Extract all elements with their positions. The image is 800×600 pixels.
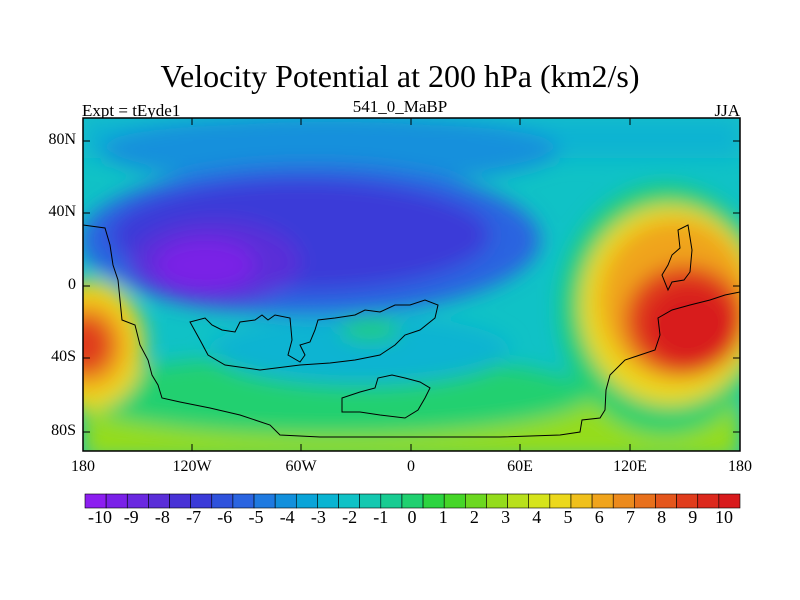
small-green-patch [340, 320, 400, 340]
colorbar-swatch [718, 493, 741, 509]
colorbar-swatch [486, 493, 508, 509]
colorbar-swatch [591, 493, 614, 509]
colorbar-label: 4 [532, 507, 542, 527]
colorbar-swatch [232, 493, 255, 509]
lon-label-180-west: 180 [71, 458, 95, 475]
southern-landmass-coast [341, 374, 431, 419]
colorbar-swatch [169, 493, 191, 509]
colorbar-swatch [549, 493, 572, 509]
colorbar-label: -3 [310, 507, 326, 527]
central-landmass-coast [189, 299, 439, 371]
colorbar-label: -8 [154, 507, 170, 527]
colorbar-swatch [211, 493, 234, 509]
colorbar-label: 2 [469, 507, 479, 527]
colorbar-label: 10 [715, 507, 733, 527]
lon-label-120e: 120E [613, 458, 647, 475]
experiment-label: Expt = tEyde1 [82, 101, 181, 120]
colorbar-swatch [465, 493, 487, 509]
colorbar-swatch [401, 493, 424, 509]
eastern-island-coast [661, 224, 693, 292]
lon-label-60e: 60E [507, 458, 533, 475]
colorbar-label: -6 [217, 507, 233, 527]
colorbar-label: 3 [501, 507, 511, 527]
colorbar-swatch [190, 493, 213, 509]
colorbar-swatch [126, 493, 149, 509]
lon-label-60w: 60W [285, 458, 317, 475]
colorbar-label: -4 [279, 507, 295, 527]
contour-field [83, 118, 740, 451]
colorbar-label: -5 [248, 507, 264, 527]
colorbar-swatch [528, 493, 551, 509]
colorbar-label: 7 [625, 507, 635, 527]
colorbar-label: 5 [563, 507, 573, 527]
colorbar-swatch [274, 493, 297, 509]
colorbar-swatch [148, 493, 170, 509]
lat-label-40n: 40N [48, 203, 76, 220]
positive-max [645, 285, 735, 365]
colorbar-swatch [634, 493, 656, 509]
colorbar-label: 0 [407, 507, 417, 527]
colorbar-label: -7 [186, 507, 202, 527]
lat-label-40s: 40S [51, 348, 76, 365]
colorbar-label: 1 [438, 507, 448, 527]
colorbar-swatch [105, 493, 128, 509]
colorbar-swatch [570, 493, 593, 509]
colorbar-swatch [359, 493, 382, 509]
colorbar-swatch [380, 493, 403, 509]
colorbar-label: 6 [594, 507, 604, 527]
colorbar-label: -9 [123, 507, 139, 527]
season-label: JJA [714, 101, 740, 120]
negative-min [155, 240, 255, 290]
lat-label-0: 0 [68, 276, 76, 293]
lon-label-180-east: 180 [728, 458, 752, 475]
colorbar-swatch [422, 493, 445, 509]
lon-label-120w: 120W [172, 458, 212, 475]
colorbar-swatch [84, 493, 107, 509]
colorbar-label: 9 [688, 507, 698, 527]
coastlines [83, 224, 740, 438]
colorbar-swatch [612, 493, 635, 509]
plot-title: Velocity Potential at 200 hPa (km2/s) [160, 58, 640, 94]
run-label: 541_0_MaBP [352, 97, 448, 116]
colorbar-label: 8 [657, 507, 667, 527]
colorbar-swatch [338, 493, 360, 509]
colorbar-label: -1 [373, 507, 389, 527]
colorbar-swatch [655, 493, 677, 509]
lat-label-80n: 80N [48, 131, 76, 148]
colorbar-swatch [317, 493, 339, 509]
mid-cyan [210, 315, 510, 385]
colorbar [84, 493, 741, 509]
lat-label-80s: 80S [51, 422, 76, 439]
west-positive-red [83, 315, 113, 375]
colorbar-swatch [253, 493, 276, 509]
north-blue-cap [100, 118, 560, 185]
axis-ticks [83, 118, 740, 451]
colorbar-label: -2 [342, 507, 358, 527]
lon-label-0: 0 [407, 458, 415, 475]
southern-coast [83, 224, 740, 438]
colorbar-swatch [443, 493, 466, 509]
colorbar-label: -10 [88, 507, 112, 527]
colorbar-swatch [295, 493, 318, 509]
colorbar-swatch [507, 493, 530, 509]
colorbar-swatch [676, 493, 699, 509]
colorbar-swatch [697, 493, 720, 509]
